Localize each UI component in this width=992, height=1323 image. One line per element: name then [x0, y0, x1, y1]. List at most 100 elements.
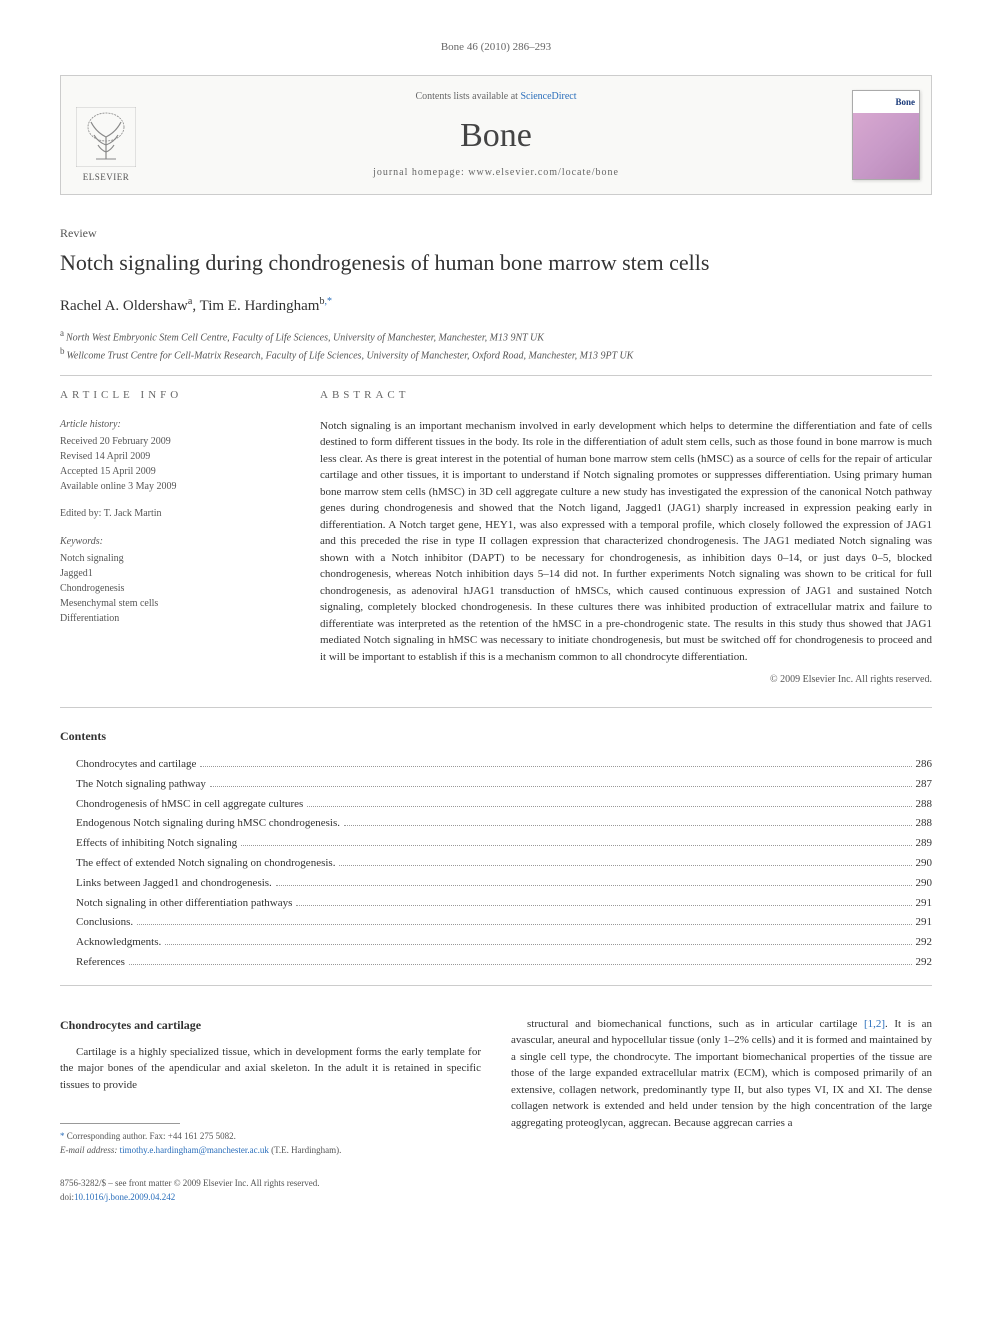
history-item: Accepted 15 April 2009: [60, 464, 280, 479]
doi-label: doi:: [60, 1192, 74, 1202]
toc-page-number: 292: [916, 933, 933, 953]
keyword: Mesenchymal stem cells: [60, 596, 280, 611]
corresponding-marker: ,*: [324, 296, 332, 307]
cover-title: Bone: [853, 91, 919, 113]
toc-page-number: 291: [916, 894, 933, 914]
contents-text: Contents lists available at: [415, 91, 520, 102]
body-paragraph: Cartilage is a highly specialized tissue…: [60, 1044, 481, 1094]
toc-label[interactable]: The Notch signaling pathway: [60, 775, 206, 795]
toc-leader-dots: [200, 766, 911, 767]
author-name: Tim E. Hardingham: [200, 298, 320, 314]
doi-line: doi:10.1016/j.bone.2009.04.242: [60, 1191, 481, 1205]
toc-row: Notch signaling in other differentiation…: [60, 894, 932, 914]
body-text: . It is an avascular, aneural and hypoce…: [511, 1018, 932, 1129]
article-title: Notch signaling during chondrogenesis of…: [60, 248, 932, 279]
toc-page-number: 290: [916, 874, 933, 894]
masthead-cover-block: Bone: [841, 76, 931, 194]
body-section-heading: Chondrocytes and cartilage: [60, 1016, 481, 1034]
front-matter-line: 8756-3282/$ – see front matter © 2009 El…: [60, 1177, 481, 1191]
history-item: Received 20 February 2009: [60, 434, 280, 449]
toc-leader-dots: [129, 964, 912, 965]
citation-link[interactable]: [1,2]: [864, 1018, 885, 1030]
author-aff-marker: a: [188, 296, 192, 307]
journal-cover-thumbnail: Bone: [852, 90, 920, 180]
toc-leader-dots: [241, 845, 911, 846]
journal-homepage: journal homepage: www.elsevier.com/locat…: [373, 166, 619, 180]
body-column-right: structural and biomechanical functions, …: [511, 1016, 932, 1205]
toc-label[interactable]: Notch signaling in other differentiation…: [60, 894, 292, 914]
contents-heading: Contents: [60, 728, 932, 745]
toc-row: The effect of extended Notch signaling o…: [60, 854, 932, 874]
history-item: Revised 14 April 2009: [60, 449, 280, 464]
body-text: structural and biomechanical functions, …: [527, 1018, 864, 1030]
toc-leader-dots: [307, 806, 911, 807]
toc-label[interactable]: Effects of inhibiting Notch signaling: [60, 834, 237, 854]
aff-text: Wellcome Trust Centre for Cell-Matrix Re…: [67, 350, 634, 361]
toc-label[interactable]: The effect of extended Notch signaling o…: [60, 854, 335, 874]
toc-label[interactable]: Conclusions.: [60, 913, 133, 933]
toc-row: Acknowledgments. 292: [60, 933, 932, 953]
running-header: Bone 46 (2010) 286–293: [60, 40, 932, 55]
section-divider: [60, 375, 932, 376]
toc-page-number: 286: [916, 755, 933, 775]
toc-label[interactable]: Acknowledgments.: [60, 933, 161, 953]
corresponding-email-link[interactable]: timothy.e.hardingham@manchester.ac.uk: [120, 1145, 269, 1155]
affiliation: aNorth West Embryonic Stem Cell Centre, …: [60, 327, 932, 345]
doi-link[interactable]: 10.1016/j.bone.2009.04.242: [74, 1192, 175, 1202]
toc-leader-dots: [210, 786, 912, 787]
toc-row: Chondrocytes and cartilage 286: [60, 755, 932, 775]
abstract-copyright: © 2009 Elsevier Inc. All rights reserved…: [320, 673, 932, 687]
keyword: Jagged1: [60, 566, 280, 581]
journal-masthead: ELSEVIER Contents lists available at Sci…: [60, 75, 932, 195]
toc-row: Links between Jagged1 and chondrogenesis…: [60, 874, 932, 894]
toc-leader-dots: [296, 905, 911, 906]
toc-label[interactable]: Chondrocytes and cartilage: [60, 755, 196, 775]
toc-page-number: 291: [916, 913, 933, 933]
sciencedirect-link[interactable]: ScienceDirect: [520, 91, 576, 102]
article-info-block: ARTICLE INFO Article history: Received 2…: [60, 388, 280, 687]
toc-leader-dots: [339, 865, 911, 866]
keyword: Chondrogenesis: [60, 581, 280, 596]
toc-row: References292: [60, 953, 932, 973]
keyword: Notch signaling: [60, 551, 280, 566]
abstract-block: ABSTRACT Notch signaling is an important…: [320, 388, 932, 687]
history-label: Article history:: [60, 418, 280, 432]
section-divider: [60, 985, 932, 986]
elsevier-tree-icon: [76, 107, 136, 167]
footnote-divider: [60, 1123, 180, 1124]
masthead-center: Contents lists available at ScienceDirec…: [151, 76, 841, 194]
toc-label[interactable]: Chondrogenesis of hMSC in cell aggregate…: [60, 795, 303, 815]
section-divider: [60, 707, 932, 708]
aff-sup: b: [60, 346, 65, 356]
toc-leader-dots: [165, 944, 911, 945]
toc-row: Conclusions. 291: [60, 913, 932, 933]
aff-sup: a: [60, 328, 64, 338]
table-of-contents: Chondrocytes and cartilage286The Notch s…: [60, 755, 932, 973]
toc-label[interactable]: References: [60, 953, 125, 973]
toc-label[interactable]: Endogenous Notch signaling during hMSC c…: [60, 814, 340, 834]
aff-text: North West Embryonic Stem Cell Centre, F…: [66, 332, 544, 343]
toc-row: The Notch signaling pathway 287: [60, 775, 932, 795]
body-column-left: Chondrocytes and cartilage Cartilage is …: [60, 1016, 481, 1205]
affiliation-list: aNorth West Embryonic Stem Cell Centre, …: [60, 327, 932, 364]
toc-page-number: 288: [916, 795, 933, 815]
footer-block: 8756-3282/$ – see front matter © 2009 El…: [60, 1177, 481, 1204]
affiliation: bWellcome Trust Centre for Cell-Matrix R…: [60, 345, 932, 363]
abstract-header: ABSTRACT: [320, 388, 932, 403]
keywords-label: Keywords:: [60, 535, 280, 549]
toc-page-number: 287: [916, 775, 933, 795]
toc-page-number: 290: [916, 854, 933, 874]
email-label: E-mail address:: [60, 1145, 117, 1155]
toc-row: Endogenous Notch signaling during hMSC c…: [60, 814, 932, 834]
publisher-logo-block: ELSEVIER: [61, 76, 151, 194]
toc-leader-dots: [276, 885, 912, 886]
toc-label[interactable]: Links between Jagged1 and chondrogenesis…: [60, 874, 272, 894]
toc-page-number: 289: [916, 834, 933, 854]
cover-image: [853, 113, 919, 179]
toc-leader-dots: [344, 825, 912, 826]
contents-available-line: Contents lists available at ScienceDirec…: [415, 90, 576, 104]
article-type: Review: [60, 225, 932, 242]
toc-row: Chondrogenesis of hMSC in cell aggregate…: [60, 795, 932, 815]
body-paragraph: structural and biomechanical functions, …: [511, 1016, 932, 1132]
history-item: Available online 3 May 2009: [60, 479, 280, 494]
